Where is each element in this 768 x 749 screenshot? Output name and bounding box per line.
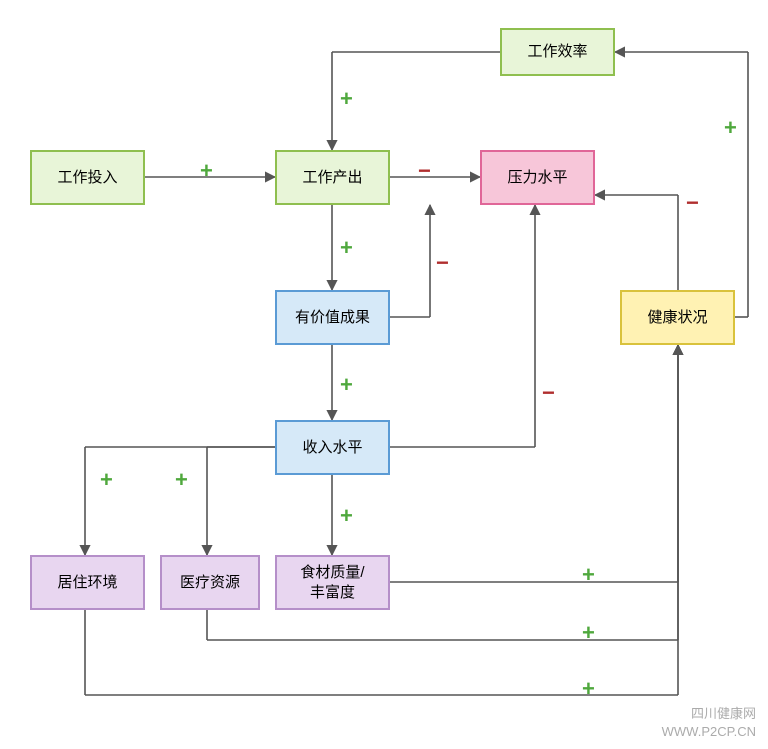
edge-sign-5: − (542, 380, 555, 406)
edge-sign-1: − (418, 158, 431, 184)
diagram-canvas: 工作效率工作投入 工作产出 压力水平有价值成果 健康状况收入水平居住环境医疗资源食材质… (0, 0, 768, 749)
edge-sign-9: + (582, 562, 595, 588)
edge-sign-2: + (340, 235, 353, 261)
node-value_res: 有价值成果 (275, 290, 390, 345)
edge-sign-12: + (724, 115, 737, 141)
node-work_output: 工作产出 (275, 150, 390, 205)
node-stress: 压力水平 (480, 150, 595, 205)
watermark-title: 四川健康网 (662, 705, 756, 723)
edges-layer (0, 0, 768, 749)
edge-sign-7: + (175, 467, 188, 493)
edge-sign-13: + (340, 86, 353, 112)
edge-sign-3: + (340, 372, 353, 398)
watermark: 四川健康网 WWW.P2CP.CN (662, 705, 756, 741)
edge-sign-8: + (100, 467, 113, 493)
edge-sign-0: + (200, 158, 213, 184)
edge-sign-6: + (340, 503, 353, 529)
node-health: 健康状况 (620, 290, 735, 345)
node-living: 居住环境 (30, 555, 145, 610)
node-work_eff: 工作效率 (500, 28, 615, 76)
edge-sign-11: + (582, 676, 595, 702)
watermark-url: WWW.P2CP.CN (662, 723, 756, 741)
node-work_input: 工作投入 (30, 150, 145, 205)
edge-sign-10: + (582, 620, 595, 646)
edge-sign-4: − (436, 250, 449, 276)
edge-sign-14: − (686, 190, 699, 216)
node-food: 食材质量/丰富度 (275, 555, 390, 610)
node-income: 收入水平 (275, 420, 390, 475)
node-medical: 医疗资源 (160, 555, 260, 610)
